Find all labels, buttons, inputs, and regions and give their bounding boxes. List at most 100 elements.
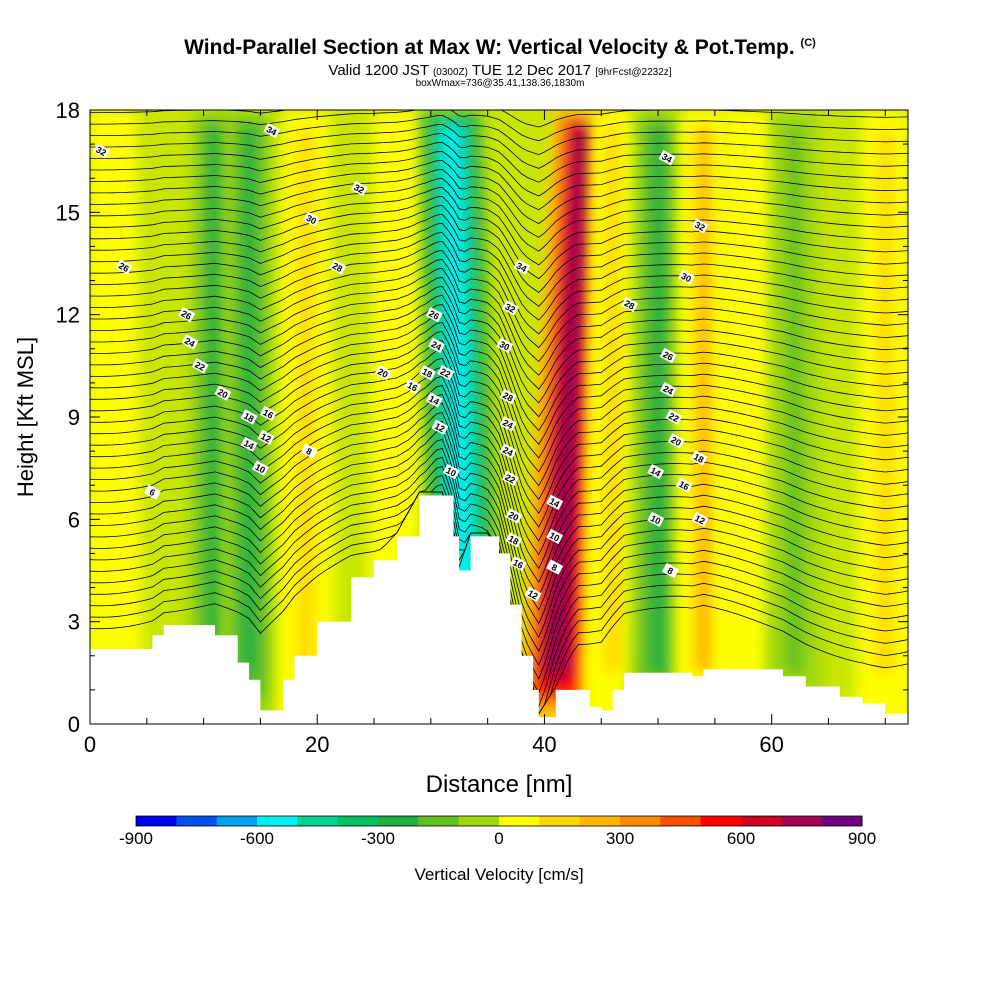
contour-label-box: [621, 296, 639, 313]
contour-label: 24: [661, 383, 675, 397]
theta-contour-line: [90, 258, 908, 376]
terrain-mask: [90, 495, 908, 724]
contour-label-box: [178, 306, 196, 323]
x-tick-label: 60: [759, 732, 783, 757]
colorbar-swatch: [781, 816, 823, 826]
theta-contour-line: [90, 204, 908, 294]
y-tick-label: 9: [68, 405, 80, 430]
contour-label: 10: [649, 513, 663, 527]
contour-label: 8: [550, 562, 559, 573]
contour-label: 20: [376, 366, 390, 380]
contour-label: 24: [501, 417, 515, 431]
contour-label-box: [92, 143, 110, 159]
contour-label-box: [303, 211, 321, 227]
velocity-band-layer: [103, 127, 122, 673]
contour-label-box: [665, 409, 683, 425]
theta-contour-line: [90, 438, 908, 653]
contour-label: 22: [503, 472, 517, 486]
contour-label: 28: [623, 298, 637, 312]
theta-contour-line: [90, 114, 908, 156]
contour-label-box: [524, 586, 542, 603]
colorbar-swatch: [458, 816, 500, 826]
contour-label-box: [425, 306, 443, 323]
contour-label: 32: [503, 302, 517, 316]
theta-contour-line: [90, 402, 908, 597]
colorbar-swatch: [579, 816, 621, 826]
velocity-band-layer: [648, 127, 668, 673]
theta-contour-line: [90, 276, 908, 404]
contour-label-box: [505, 532, 523, 548]
contour-label-box: [546, 494, 564, 510]
colorbar-tick-label: 300: [606, 829, 634, 848]
contour-label-box: [499, 388, 517, 405]
velocity-band-layer: [694, 127, 713, 673]
contour-label-box: [350, 180, 368, 197]
theta-contour-line: [90, 411, 908, 611]
subtitle-valid: Valid 1200 JST: [328, 62, 429, 79]
contour-label-box: [546, 559, 564, 575]
velocity-band-layer: [785, 127, 804, 673]
contour-label-box: [431, 419, 449, 435]
velocity-band: [219, 110, 279, 724]
contour-label: 18: [507, 533, 521, 547]
contour-label-box: [427, 337, 446, 354]
contour-label-box: [677, 269, 695, 285]
contour-label-box: [374, 364, 392, 381]
contour-label: 16: [406, 380, 420, 394]
theta-contour-line: [90, 141, 908, 197]
theta-contour-line: [90, 222, 908, 321]
contour-label-box: [499, 416, 517, 432]
theta-contour-line: [90, 447, 908, 666]
contour-label-box: [667, 433, 685, 449]
contour-label: 22: [667, 411, 681, 425]
contour-label-box: [418, 364, 436, 381]
contour-label-box: [658, 150, 676, 166]
x-tick-label: 20: [305, 732, 329, 757]
contour-label: 24: [430, 339, 444, 353]
colorbar-tick-label: 0: [494, 829, 503, 848]
contour-label-box: [404, 378, 422, 395]
contour-label: 12: [693, 513, 707, 527]
contour-label-box: [143, 484, 162, 500]
theta-contour-line: [90, 429, 908, 639]
contour-label: 18: [692, 452, 706, 466]
contour-label-box: [662, 562, 680, 579]
theta-contour-line: [90, 375, 908, 556]
contour-label: 26: [180, 308, 194, 322]
contour-label: 18: [420, 366, 434, 380]
colorbar-tick-label: 900: [848, 829, 876, 848]
contour-label: 8: [304, 446, 313, 457]
y-tick-label: 0: [68, 712, 80, 737]
contour-label-box: [191, 358, 209, 374]
theta-contour-line: [90, 110, 908, 142]
subtitle-date: TUE 12 Dec 2017: [471, 62, 592, 79]
contour-label-box: [214, 385, 232, 401]
contour-label-box: [659, 382, 677, 398]
y-tick-label: 15: [56, 200, 80, 225]
contour-label: 20: [507, 510, 521, 524]
contour-label: 30: [498, 339, 512, 353]
theta-contour-line: [90, 285, 908, 418]
contour-label-box: [647, 511, 665, 528]
contour-label: 34: [660, 151, 674, 165]
theta-contour-line: [90, 186, 908, 266]
contour-label: 10: [548, 530, 562, 544]
contour-label: 28: [501, 390, 515, 404]
contour-label-box: [509, 555, 527, 572]
colorbar-swatch: [620, 816, 661, 826]
contour-label: 28: [331, 261, 345, 275]
contour-label: 32: [352, 182, 366, 196]
contour-label-box: [501, 300, 519, 316]
contour-label: 16: [511, 557, 525, 571]
theta-contour-line: [90, 195, 908, 280]
contour-label: 16: [261, 407, 275, 421]
contour-label: 12: [526, 588, 540, 602]
contour-label: 22: [193, 360, 207, 374]
contour-label-box: [257, 429, 275, 446]
contour-label: 24: [183, 336, 197, 350]
contour-label: 20: [669, 435, 683, 449]
theta-contours: [90, 110, 908, 715]
contour-label: 14: [242, 438, 256, 452]
theta-contour-labels: 3226626242220181412161083432302820161826…: [92, 122, 709, 603]
theta-contour-line: [90, 303, 908, 445]
